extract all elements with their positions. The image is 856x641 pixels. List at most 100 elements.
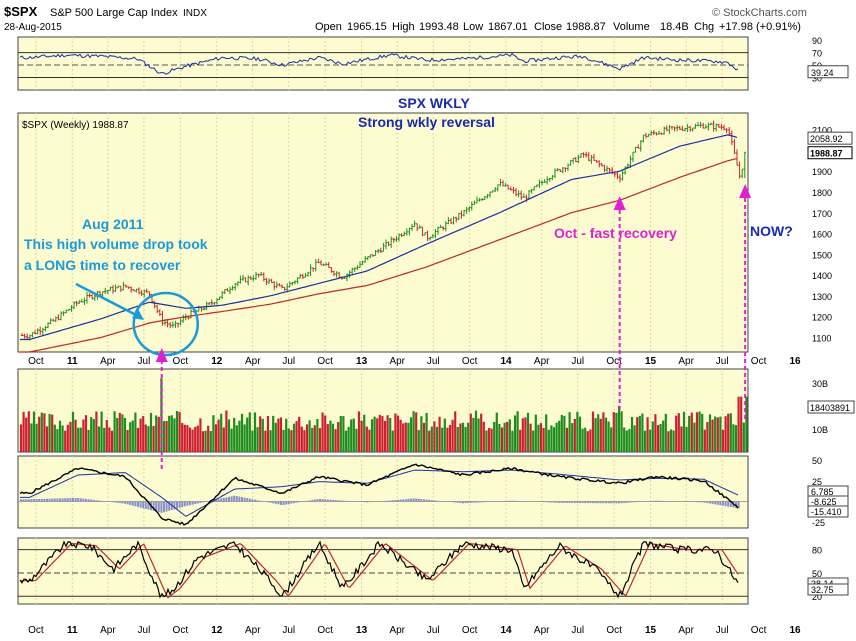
volume-bar bbox=[90, 417, 93, 452]
brand-label: © StockCharts.com bbox=[712, 7, 807, 19]
volume-bar bbox=[402, 423, 405, 452]
volume-bar bbox=[92, 419, 95, 452]
macd-histogram-bar bbox=[189, 501, 191, 506]
title-annotation: SPX WKLY bbox=[398, 95, 470, 111]
macd-tick-label: 25 bbox=[812, 477, 822, 487]
volume-bar bbox=[391, 430, 394, 452]
volume-bar bbox=[160, 378, 163, 452]
volume-bar bbox=[266, 416, 270, 452]
volume-last-value: 18403891 bbox=[810, 403, 850, 413]
volume-bar bbox=[186, 425, 189, 452]
volume-bar bbox=[451, 419, 454, 452]
macd-histogram-bar bbox=[399, 499, 402, 502]
quote-chg-label: Chg bbox=[694, 21, 714, 33]
volume-bar bbox=[87, 429, 90, 452]
macd-histogram-bar bbox=[61, 498, 64, 502]
macd-histogram-bar bbox=[586, 501, 589, 504]
macd-histogram-bar bbox=[451, 501, 454, 503]
macd-histogram-bar bbox=[566, 501, 568, 503]
volume-bar bbox=[428, 430, 431, 452]
volume-bar bbox=[383, 420, 387, 452]
x-axis-tick-label-bottom: Apr bbox=[100, 625, 116, 636]
symbol-label: $SPX bbox=[4, 4, 38, 19]
macd-histogram-bar bbox=[579, 501, 581, 504]
macd-histogram-bar bbox=[191, 501, 194, 505]
volume-bar bbox=[415, 412, 418, 452]
macd-histogram-bar bbox=[126, 501, 129, 505]
quote-close-value: 1988.87 bbox=[566, 21, 606, 33]
volume-bar bbox=[703, 429, 706, 452]
macd-histogram-bar bbox=[72, 498, 74, 502]
volume-bar bbox=[25, 417, 28, 452]
macd-histogram-bar bbox=[267, 501, 269, 503]
volume-bar bbox=[654, 414, 657, 452]
volume-bar bbox=[745, 396, 748, 452]
macd-histogram-bar bbox=[22, 499, 25, 502]
x-axis-tick-label: Oct bbox=[28, 356, 44, 367]
volume-bar bbox=[534, 414, 537, 452]
volume-bar bbox=[183, 424, 186, 452]
volume-bar bbox=[511, 430, 514, 452]
volume-bar bbox=[334, 429, 337, 452]
macd-histogram-bar bbox=[181, 501, 184, 508]
x-axis-tick-label-bottom: Apr bbox=[245, 625, 261, 636]
volume-bar bbox=[352, 418, 355, 452]
volume-bar bbox=[474, 410, 478, 452]
stochastic-tick-label: 50 bbox=[812, 569, 822, 579]
rsi-line bbox=[19, 52, 739, 75]
volume-bar bbox=[373, 416, 376, 452]
volume-bar bbox=[524, 417, 527, 452]
x-axis-tick-label: Apr bbox=[678, 356, 694, 367]
volume-bar bbox=[290, 430, 293, 452]
volume-bar bbox=[165, 420, 168, 452]
x-axis-tick-label: Apr bbox=[100, 356, 116, 367]
macd-histogram-bar bbox=[612, 501, 615, 504]
volume-bar bbox=[316, 418, 319, 452]
volume-bar bbox=[651, 421, 654, 452]
volume-bar bbox=[264, 430, 267, 452]
volume-bar bbox=[630, 416, 634, 452]
x-axis-tick-label-bottom: 14 bbox=[501, 625, 513, 636]
macd-histogram-bar bbox=[295, 501, 298, 503]
quote-low-value: 1867.01 bbox=[488, 21, 528, 33]
macd-histogram-bar bbox=[662, 500, 665, 502]
volume-bar bbox=[337, 422, 340, 452]
volume-bar bbox=[339, 416, 342, 452]
macd-histogram-bar bbox=[605, 501, 607, 504]
macd-histogram-bar bbox=[594, 501, 597, 504]
volume-bar bbox=[435, 426, 439, 452]
volume-bar bbox=[581, 428, 584, 452]
volume-bar bbox=[438, 416, 441, 452]
x-axis-tick-label: Apr bbox=[245, 356, 261, 367]
volume-bar bbox=[420, 416, 423, 452]
volume-bar bbox=[209, 431, 212, 452]
volume-bar bbox=[64, 430, 67, 452]
macd-histogram-bar bbox=[482, 501, 485, 503]
volume-bar bbox=[207, 425, 210, 452]
volume-bar bbox=[591, 411, 595, 452]
volume-bar bbox=[378, 414, 381, 452]
quote-volume-label: Volume bbox=[613, 21, 650, 33]
x-axis-tick-label: Jul bbox=[716, 356, 729, 367]
price-close-last-value: 1988.87 bbox=[810, 149, 843, 159]
macd-histogram-bar bbox=[280, 501, 282, 505]
macd-histogram-bar bbox=[272, 501, 275, 504]
volume-bar bbox=[97, 426, 101, 452]
macd-histogram-bar bbox=[628, 501, 631, 503]
volume-bar bbox=[675, 415, 678, 452]
price-ma-value-box bbox=[807, 131, 853, 145]
macd-histogram-bar bbox=[620, 501, 623, 504]
stochastic-tick-label: 20 bbox=[812, 592, 822, 602]
volume-bar bbox=[188, 427, 192, 452]
volume-bar bbox=[199, 418, 202, 452]
macd-histogram-bar bbox=[165, 501, 168, 512]
volume-bar bbox=[313, 425, 316, 452]
volume-bar bbox=[389, 418, 392, 452]
volume-bar bbox=[350, 419, 353, 452]
macd-histogram-bar bbox=[542, 501, 545, 503]
macd-histogram-bar bbox=[176, 501, 178, 509]
x-axis-tick-label-bottom: Apr bbox=[389, 625, 405, 636]
volume-bar bbox=[19, 424, 23, 452]
macd-histogram-bar bbox=[230, 496, 233, 502]
